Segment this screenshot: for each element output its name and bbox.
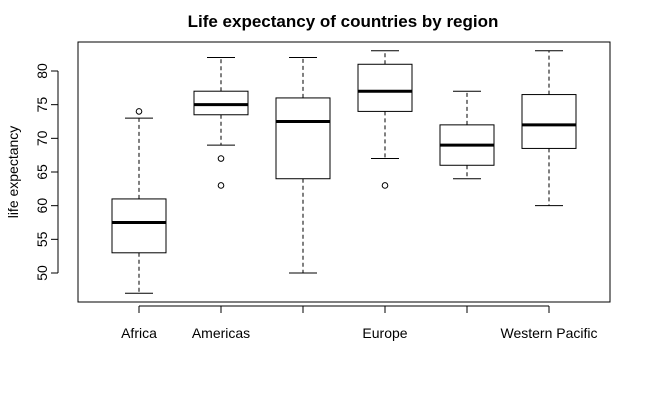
x-axis: Africa Americas Europe Western Pacific bbox=[121, 305, 598, 341]
outlier-point bbox=[135, 108, 143, 115]
x-tick-label: Americas bbox=[192, 325, 250, 341]
plot-frame bbox=[77, 41, 611, 303]
box-region-3 bbox=[275, 57, 331, 274]
iqr-box bbox=[275, 97, 331, 180]
y-tick-label: 55 bbox=[34, 231, 50, 247]
outlier-point bbox=[217, 182, 225, 189]
iqr-box bbox=[357, 63, 413, 112]
box-group bbox=[111, 50, 577, 294]
iqr-box bbox=[111, 198, 167, 254]
y-axis-label: life expectancy bbox=[5, 126, 21, 219]
y-tick-label: 50 bbox=[34, 265, 50, 281]
y-tick-label: 70 bbox=[34, 130, 50, 146]
box-europe bbox=[357, 50, 413, 189]
iqr-box bbox=[521, 94, 577, 149]
box-region-5 bbox=[439, 90, 495, 180]
iqr-box bbox=[193, 90, 249, 116]
box-western-pacific bbox=[521, 50, 577, 207]
box-americas bbox=[193, 57, 249, 189]
x-tick-label: Africa bbox=[121, 325, 157, 341]
y-axis: 50 55 60 65 70 75 80 bbox=[34, 63, 59, 281]
y-tick-label: 65 bbox=[34, 164, 50, 180]
x-tick-label: Europe bbox=[362, 325, 407, 341]
outlier-point bbox=[381, 182, 389, 189]
outlier-point bbox=[217, 155, 225, 162]
y-tick-label: 75 bbox=[34, 97, 50, 113]
y-tick-label: 60 bbox=[34, 198, 50, 214]
y-tick-label: 80 bbox=[34, 63, 50, 79]
x-tick-label: Western Pacific bbox=[501, 325, 598, 341]
chart-title: Life expectancy of countries by region bbox=[188, 12, 499, 31]
box-africa bbox=[111, 108, 167, 294]
